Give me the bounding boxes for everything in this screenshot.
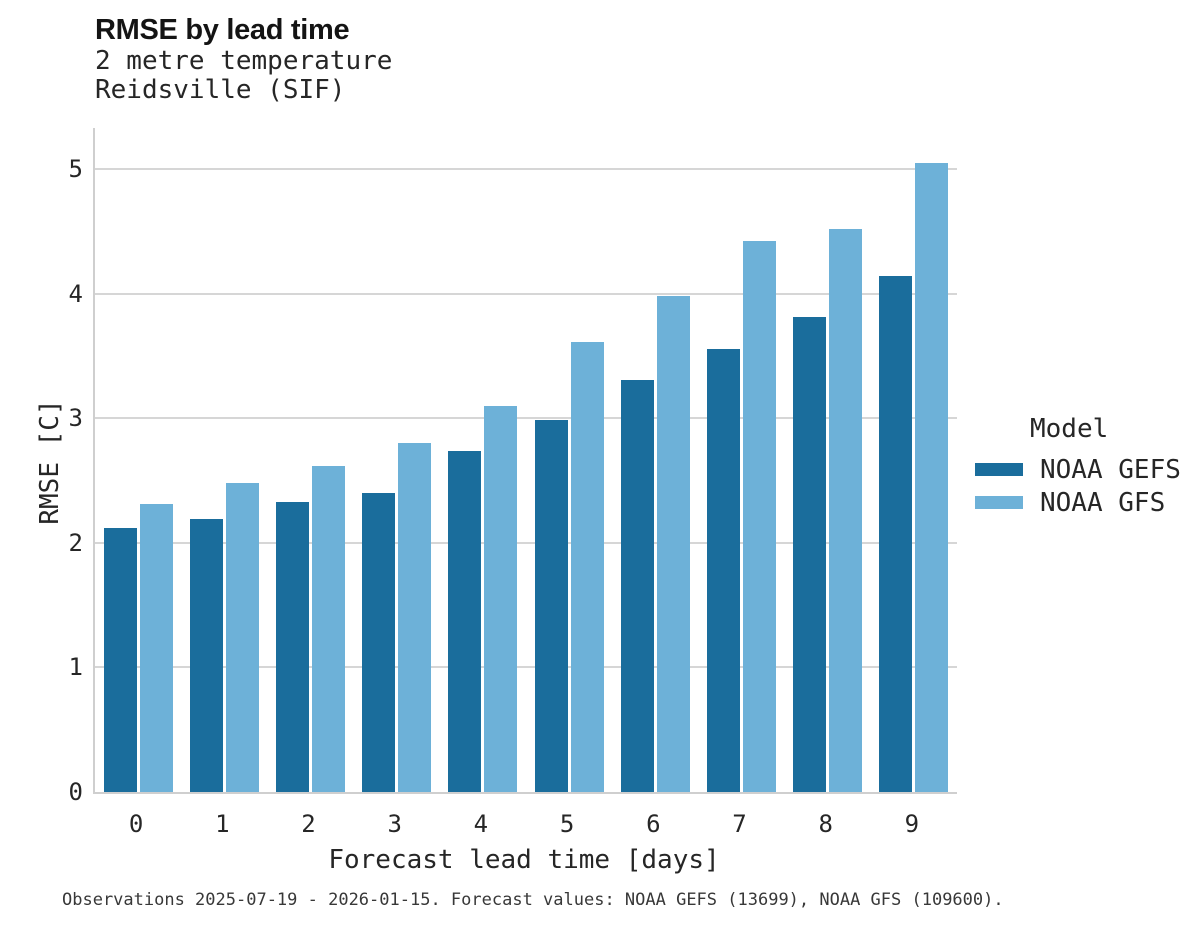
bar-group-day-3: [354, 128, 440, 792]
legend-title: Model: [1030, 414, 1109, 444]
bar-noaa-gfs-day-8: [829, 228, 863, 792]
chart-header: RMSE by lead time 2 metre temperature Re…: [95, 14, 392, 106]
x-tick-label-6: 6: [646, 810, 661, 838]
bar-group-day-6: [612, 128, 698, 792]
legend-label: NOAA GFS: [1040, 487, 1166, 518]
bar-noaa-gfs-day-0: [139, 504, 173, 792]
legend-swatch-icon: [975, 496, 1023, 509]
x-tick-label-3: 3: [387, 810, 402, 838]
bar-noaa-gefs-day-0: [103, 527, 137, 792]
x-tick-label-2: 2: [301, 810, 316, 838]
legend: Model NOAA GEFS NOAA GFS: [975, 414, 1181, 519]
bar-noaa-gefs-day-6: [620, 379, 654, 792]
legend-item-noaa-gefs: NOAA GEFS: [975, 453, 1181, 486]
x-tick-label-1: 1: [215, 810, 230, 838]
y-tick-label-4: 4: [68, 279, 83, 308]
x-tick-label-9: 9: [904, 810, 920, 838]
y-tick-label-3: 3: [68, 404, 83, 433]
gridline-y-5: [95, 168, 957, 171]
y-tick-label-2: 2: [68, 528, 83, 557]
x-axis-ticks: 0 1 2 3 4 5 6 7 8 9: [93, 808, 955, 838]
y-tick-label-5: 5: [68, 155, 83, 184]
x-tick-label-7: 7: [732, 810, 747, 838]
bar-noaa-gefs-day-5: [534, 419, 568, 792]
gridline-y-2: [95, 541, 957, 544]
legend-items: NOAA GEFS NOAA GFS: [975, 453, 1181, 519]
bar-groups: [95, 128, 957, 792]
bar-noaa-gfs-day-1: [225, 483, 259, 792]
caption: Observations 2025-07-19 - 2026-01-15. Fo…: [62, 890, 1004, 910]
bar-noaa-gfs-day-4: [484, 405, 518, 792]
legend-item-noaa-gfs: NOAA GFS: [975, 486, 1181, 519]
x-tick-label-0: 0: [128, 810, 144, 838]
bar-noaa-gfs-day-9: [915, 162, 949, 792]
legend-swatch-icon: [975, 463, 1023, 476]
bar-group-day-7: [698, 128, 784, 792]
bar-noaa-gfs-day-2: [312, 465, 345, 792]
gridline-y-3: [95, 417, 957, 420]
x-tick-label-4: 4: [473, 810, 489, 838]
x-tick-label-8: 8: [818, 810, 833, 838]
chart-subtitle-variable: 2 metre temperature: [95, 46, 393, 77]
x-axis-title: Forecast lead time [days]: [328, 845, 720, 875]
bar-noaa-gefs-day-2: [276, 501, 309, 792]
chart-title: RMSE by lead time: [95, 14, 350, 46]
bar-group-day-5: [526, 128, 612, 792]
bar-noaa-gefs-day-8: [793, 317, 827, 792]
y-tick-label-1: 1: [68, 653, 83, 682]
bar-group-day-4: [440, 128, 526, 792]
bar-group-day-8: [785, 128, 871, 792]
bar-group-day-2: [267, 128, 353, 792]
bar-noaa-gefs-day-3: [362, 493, 396, 792]
bar-group-day-1: [181, 128, 267, 792]
gridline-y-4: [95, 292, 957, 295]
bar-noaa-gefs-day-7: [707, 348, 741, 792]
bar-noaa-gefs-day-1: [189, 519, 223, 792]
plot-area: [93, 128, 957, 794]
bar-noaa-gfs-day-6: [656, 296, 690, 792]
gridline-y-1: [95, 666, 957, 669]
bar-noaa-gfs-day-5: [570, 342, 604, 792]
chart-subtitle-station: Reidsville (SIF): [95, 75, 346, 106]
bar-group-day-9: [871, 128, 957, 792]
bar-noaa-gfs-day-3: [398, 443, 432, 792]
bar-noaa-gefs-day-9: [879, 276, 913, 792]
bar-noaa-gefs-day-4: [448, 450, 482, 792]
y-axis-ticks: 0 1 2 3 4 5: [0, 128, 83, 804]
bar-noaa-gfs-day-7: [743, 241, 777, 792]
bar-group-day-0: [95, 128, 181, 792]
y-tick-label-0: 0: [68, 778, 83, 806]
x-tick-label-5: 5: [559, 810, 575, 838]
legend-label: NOAA GEFS: [1040, 454, 1181, 485]
